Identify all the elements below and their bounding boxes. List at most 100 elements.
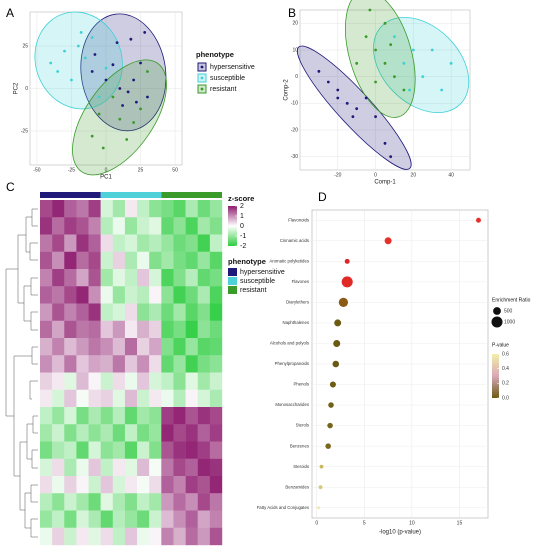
point	[49, 61, 53, 65]
heatmap-cell	[124, 269, 138, 287]
heatmap-cell	[40, 251, 53, 270]
column-annotation	[161, 192, 222, 198]
dot	[319, 464, 324, 469]
heatmap-cell	[185, 355, 198, 373]
heatmap-cell	[100, 458, 113, 477]
legend-label: hypersensitive	[210, 64, 255, 71]
point	[90, 134, 94, 138]
colorbar-label: 2	[240, 203, 244, 210]
heatmap-cell	[173, 286, 186, 304]
heatmap-cell	[52, 303, 65, 321]
heatmap-cell	[40, 493, 53, 511]
legend-label: resistant	[210, 86, 237, 93]
colorbar-label: 0.6	[502, 351, 509, 357]
heatmap-cell	[112, 200, 126, 218]
point	[56, 70, 60, 73]
heatmap-cell	[209, 493, 223, 511]
heatmap-cell	[76, 407, 89, 425]
heatmap-cell	[124, 372, 138, 390]
point	[430, 48, 434, 52]
dot	[384, 237, 392, 245]
point	[97, 112, 101, 116]
heatmap-cell	[100, 441, 113, 459]
heatmap-cell	[197, 338, 211, 356]
y-tick-label: Phenols	[293, 382, 309, 387]
heatmap-cell	[173, 407, 186, 425]
heatmap-cell	[112, 269, 126, 287]
heatmap-cell	[64, 234, 77, 252]
confidence-ellipse	[373, 16, 470, 114]
x-axis-label: -log10 (p-value)	[379, 530, 421, 536]
heatmap-cell	[149, 355, 162, 373]
heatmap-cell	[76, 217, 89, 235]
heatmap-cell	[52, 510, 65, 528]
heatmap-cell	[161, 389, 174, 408]
heatmap-cell	[149, 251, 162, 270]
heatmap-cell	[40, 389, 53, 408]
x-tick-label: -20	[334, 172, 341, 178]
colorbar	[492, 354, 499, 398]
heatmap-cell	[161, 303, 174, 321]
dot	[338, 297, 349, 308]
legend-label: susceptible	[240, 278, 275, 285]
heatmap-cell	[64, 355, 77, 373]
heatmap-cell	[112, 476, 126, 494]
heatmap-cell	[173, 527, 186, 546]
legend-marker	[200, 76, 204, 80]
heatmap-cell	[76, 510, 89, 528]
point	[146, 95, 149, 99]
heatmap-cell	[149, 303, 162, 321]
heatmap-cell	[100, 269, 113, 287]
point	[411, 48, 415, 52]
heatmap-cell	[52, 251, 65, 270]
heatmap-cell	[137, 251, 150, 270]
point	[111, 95, 115, 99]
heatmap-cell	[137, 527, 150, 546]
heatmap-cell	[100, 320, 113, 339]
point	[101, 146, 105, 150]
heatmap-cell	[137, 424, 150, 442]
heatmap-cell	[149, 372, 162, 390]
heatmap-cell	[40, 527, 53, 546]
point	[76, 44, 80, 48]
heatmap-cell	[112, 251, 126, 270]
heatmap-cell	[64, 458, 77, 477]
heatmap-cell	[64, 510, 77, 528]
heatmap-cell	[209, 476, 223, 494]
heatmap-cell	[137, 458, 150, 477]
point	[355, 61, 359, 65]
heatmap-cell	[173, 200, 186, 218]
heatmap-cell	[209, 458, 223, 477]
legend-label: susceptible	[210, 75, 245, 82]
heatmap-cell	[137, 200, 150, 218]
heatmap-cell	[100, 527, 113, 546]
y-tick-label: 0	[295, 74, 298, 80]
heatmap-cell	[185, 441, 198, 459]
heatmap-cell	[88, 476, 101, 494]
heatmap-cell	[197, 286, 211, 304]
heatmap-cell	[161, 338, 174, 356]
dot	[333, 339, 341, 347]
heatmap-cell	[112, 338, 126, 356]
panel-label: C	[6, 180, 15, 194]
heatmap-cell	[197, 424, 211, 442]
heatmap-cell	[40, 424, 53, 442]
heatmap-cell	[137, 372, 150, 390]
heatmap-cell	[173, 389, 186, 408]
colorbar-label: -1	[240, 233, 246, 240]
x-tick-label: 20	[411, 172, 417, 178]
heatmap-cell	[124, 303, 138, 321]
point	[132, 121, 136, 124]
legend-key	[228, 268, 237, 276]
heatmap-cell	[149, 200, 162, 218]
heatmap-cell	[197, 510, 211, 528]
point	[351, 115, 355, 119]
y-tick-label: Benzenes	[290, 443, 309, 448]
heatmap-cell	[100, 200, 113, 218]
heatmap-cell	[40, 269, 53, 287]
heatmap-cell	[64, 424, 77, 442]
heatmap-cell	[197, 355, 211, 373]
heatmap-cell	[52, 458, 65, 477]
legend-key	[228, 286, 237, 294]
heatmap-cell	[112, 527, 126, 546]
